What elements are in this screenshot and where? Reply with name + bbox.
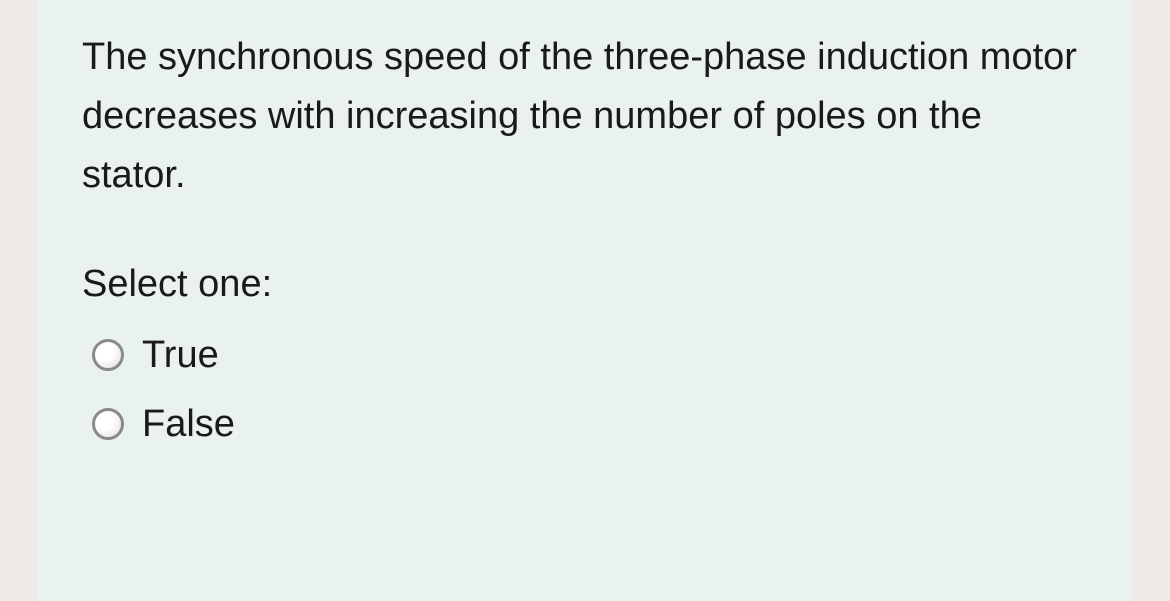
radio-true[interactable] — [92, 339, 124, 371]
option-label-false[interactable]: False — [142, 403, 235, 446]
option-row-true[interactable]: True — [92, 334, 1088, 377]
option-row-false[interactable]: False — [92, 403, 1088, 446]
radio-false[interactable] — [92, 408, 124, 440]
question-text: The synchronous speed of the three-phase… — [82, 28, 1088, 205]
option-label-true[interactable]: True — [142, 334, 219, 377]
select-prompt: Select one: — [82, 263, 1088, 306]
question-card: The synchronous speed of the three-phase… — [38, 0, 1132, 601]
options-group: True False — [82, 334, 1088, 446]
